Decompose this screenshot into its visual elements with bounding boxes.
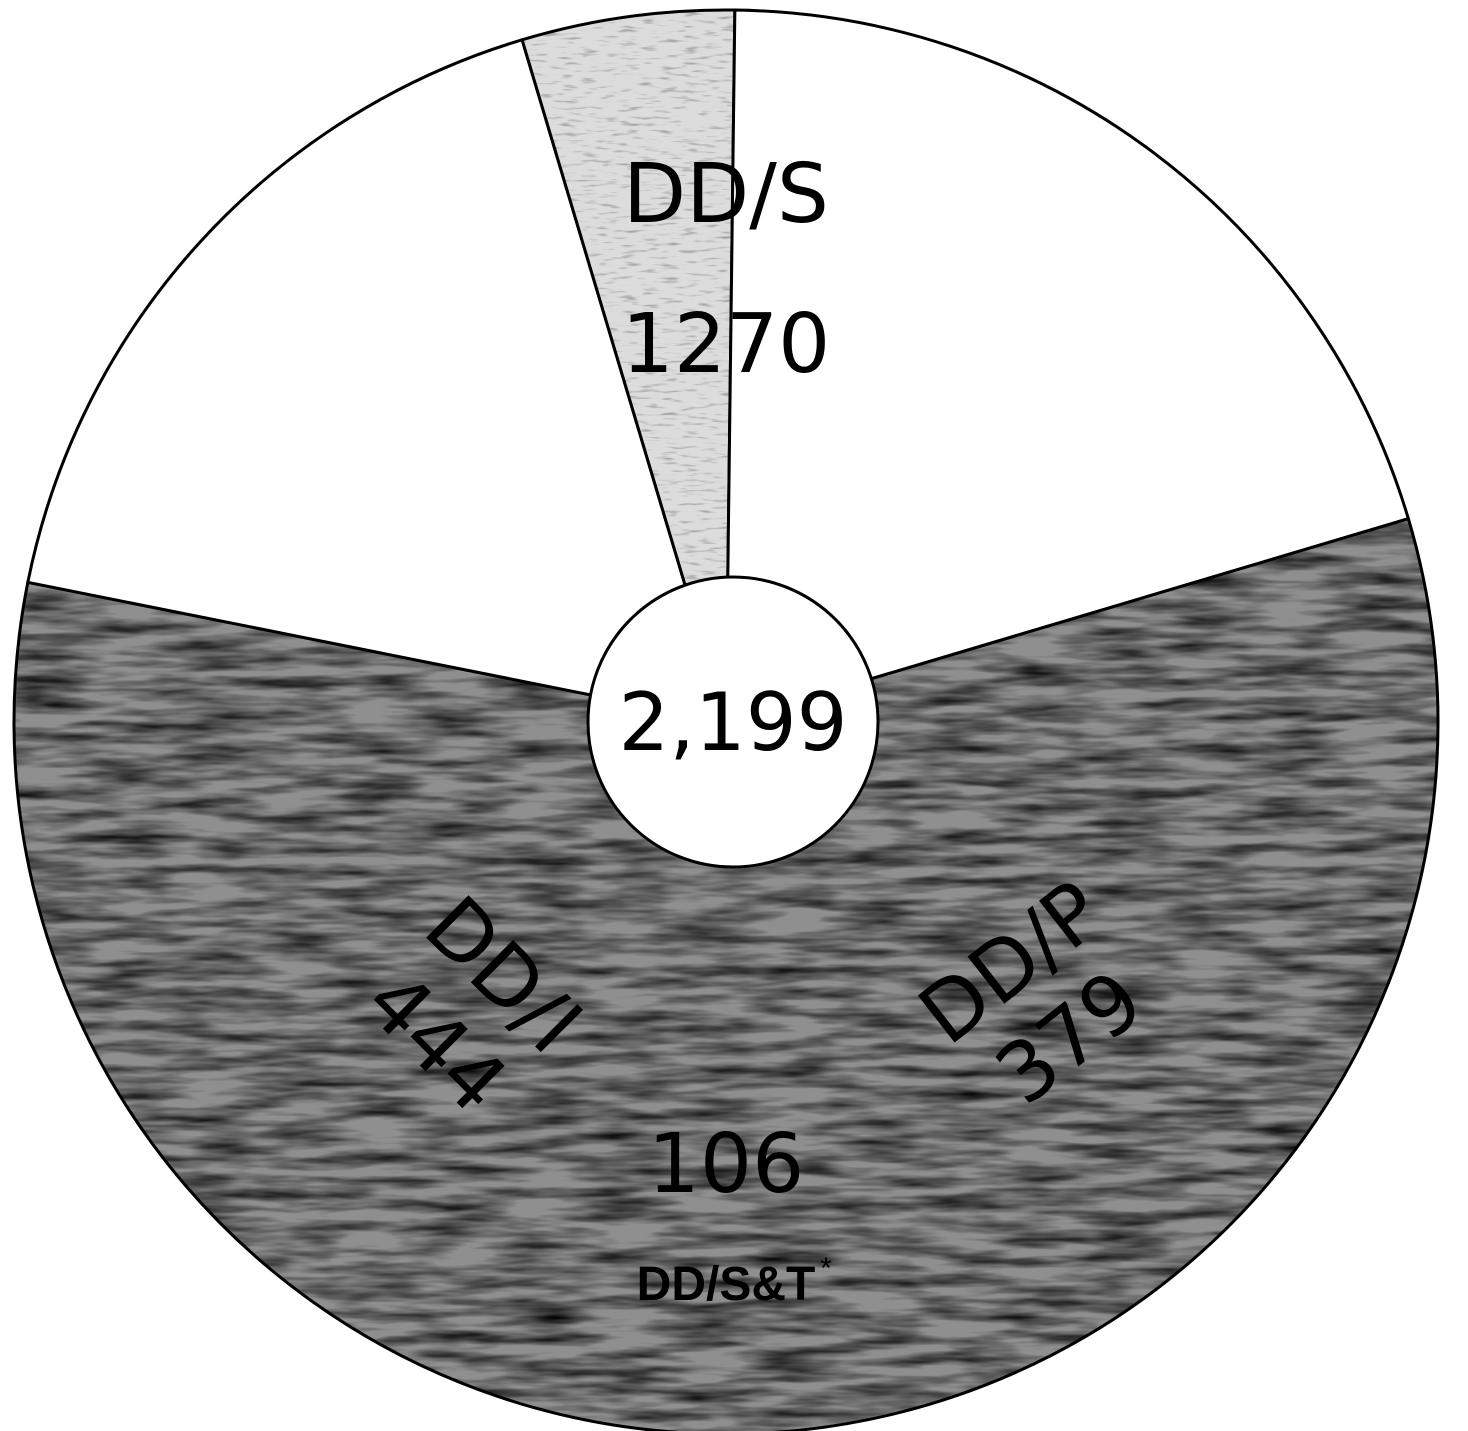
slice-texture-dd-s-t (522, 10, 735, 723)
slice-dd-p (26, 37, 729, 724)
total-label: 2,199 (618, 676, 847, 769)
footnote-mark-dd-s-t: * (820, 1252, 832, 1285)
slice-label-dd-s-t: DD/S&T (637, 1258, 816, 1311)
slice-texture-dd-s (14, 518, 1438, 1431)
total-center-circle (586, 575, 880, 869)
slice-value-dd-s: 1270 (622, 297, 831, 392)
slice-label-dd-s: DD/S (623, 147, 829, 242)
slice-label-group-dd-s: DD/S 1270 (622, 147, 831, 392)
slice-value-dd-s-t: 106 (648, 1117, 805, 1212)
slice-label-group-dd-s-t: 106 DD/S&T * (637, 1117, 832, 1311)
slice-dd-i (724, 8, 1411, 725)
